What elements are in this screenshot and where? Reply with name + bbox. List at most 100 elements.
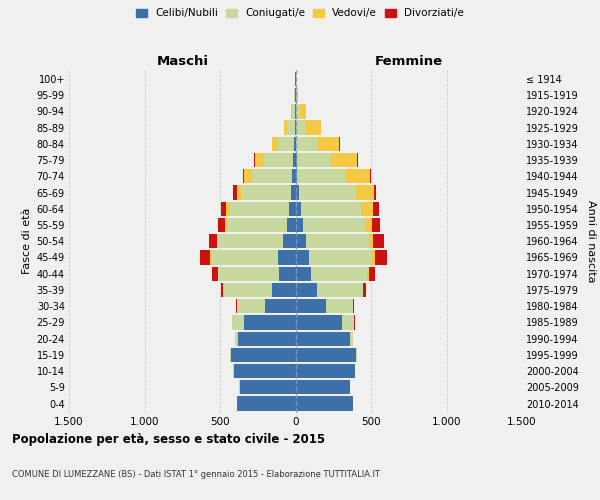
Bar xyxy=(218,266,279,281)
Bar xyxy=(233,364,296,378)
Bar xyxy=(221,202,226,216)
Bar xyxy=(256,153,264,167)
Bar xyxy=(296,120,306,135)
Bar xyxy=(287,218,296,232)
Text: Maschi: Maschi xyxy=(156,54,208,68)
Bar xyxy=(278,136,294,151)
Bar xyxy=(272,136,278,151)
Bar xyxy=(303,218,365,232)
Bar xyxy=(284,120,287,135)
Bar xyxy=(224,283,272,297)
Bar xyxy=(236,186,241,200)
Bar xyxy=(279,266,296,281)
Bar xyxy=(296,136,317,151)
Bar xyxy=(218,234,283,248)
Bar xyxy=(283,234,296,248)
Bar xyxy=(306,120,321,135)
Bar xyxy=(296,153,297,167)
Bar xyxy=(346,169,370,184)
Bar xyxy=(292,169,296,184)
Bar xyxy=(224,218,227,232)
Bar xyxy=(296,396,353,410)
Bar xyxy=(311,266,367,281)
Bar xyxy=(372,218,380,232)
Bar xyxy=(343,316,354,330)
Bar xyxy=(291,186,296,200)
Bar xyxy=(226,202,230,216)
Bar xyxy=(218,218,224,232)
Bar xyxy=(298,169,346,184)
Bar xyxy=(299,186,356,200)
Bar xyxy=(278,250,296,264)
Bar xyxy=(362,283,364,297)
Bar xyxy=(293,153,296,167)
Bar xyxy=(375,250,387,264)
Bar xyxy=(361,202,373,216)
Bar xyxy=(369,266,375,281)
Bar xyxy=(296,169,298,184)
Bar xyxy=(296,104,300,118)
Bar xyxy=(296,283,317,297)
Bar xyxy=(301,202,361,216)
Bar xyxy=(297,88,298,102)
Bar xyxy=(243,169,244,184)
Bar xyxy=(292,104,295,118)
Bar xyxy=(370,169,371,184)
Bar xyxy=(296,348,356,362)
Bar xyxy=(317,283,362,297)
Text: COMUNE DI LUMEZZANE (BS) - Dati ISTAT 1° gennaio 2015 - Elaborazione TUTTITALIA.: COMUNE DI LUMEZZANE (BS) - Dati ISTAT 1°… xyxy=(12,470,380,479)
Bar xyxy=(291,104,292,118)
Bar xyxy=(353,299,354,314)
Bar xyxy=(296,186,299,200)
Bar xyxy=(339,136,340,151)
Bar xyxy=(306,234,369,248)
Bar xyxy=(331,153,357,167)
Bar xyxy=(372,250,375,264)
Bar xyxy=(244,316,296,330)
Text: Popolazione per età, sesso e stato civile - 2015: Popolazione per età, sesso e stato civil… xyxy=(12,432,325,446)
Bar xyxy=(212,266,218,281)
Bar xyxy=(350,332,353,346)
Bar xyxy=(230,202,289,216)
Bar xyxy=(296,380,350,394)
Bar xyxy=(373,202,379,216)
Bar xyxy=(264,153,293,167)
Legend: Celibi/Nubili, Coniugati/e, Vedovi/e, Divorziati/e: Celibi/Nubili, Coniugati/e, Vedovi/e, Di… xyxy=(133,5,467,21)
Bar xyxy=(365,218,372,232)
Bar xyxy=(296,316,343,330)
Bar xyxy=(236,396,296,410)
Bar xyxy=(211,250,212,264)
Bar xyxy=(238,332,296,346)
Bar xyxy=(241,186,291,200)
Bar xyxy=(265,299,296,314)
Bar xyxy=(369,234,373,248)
Bar xyxy=(296,234,306,248)
Bar xyxy=(236,299,237,314)
Y-axis label: Anni di nascita: Anni di nascita xyxy=(586,200,596,282)
Bar xyxy=(221,283,223,297)
Bar xyxy=(296,250,309,264)
Bar xyxy=(367,266,369,281)
Bar xyxy=(252,169,292,184)
Bar xyxy=(217,234,218,248)
Bar xyxy=(212,250,278,264)
Bar xyxy=(356,186,374,200)
Bar xyxy=(289,202,296,216)
Bar xyxy=(373,234,384,248)
Bar xyxy=(239,380,296,394)
Bar xyxy=(300,104,306,118)
Bar xyxy=(235,332,238,346)
Bar xyxy=(238,299,265,314)
Bar xyxy=(296,88,297,102)
Bar xyxy=(296,332,350,346)
Bar xyxy=(296,299,326,314)
Text: Femmine: Femmine xyxy=(374,54,443,68)
Bar xyxy=(296,266,311,281)
Bar xyxy=(272,283,296,297)
Bar xyxy=(227,218,287,232)
Bar xyxy=(326,299,353,314)
Bar xyxy=(357,153,358,167)
Bar xyxy=(309,250,372,264)
Bar xyxy=(297,153,331,167)
Bar xyxy=(230,348,296,362)
